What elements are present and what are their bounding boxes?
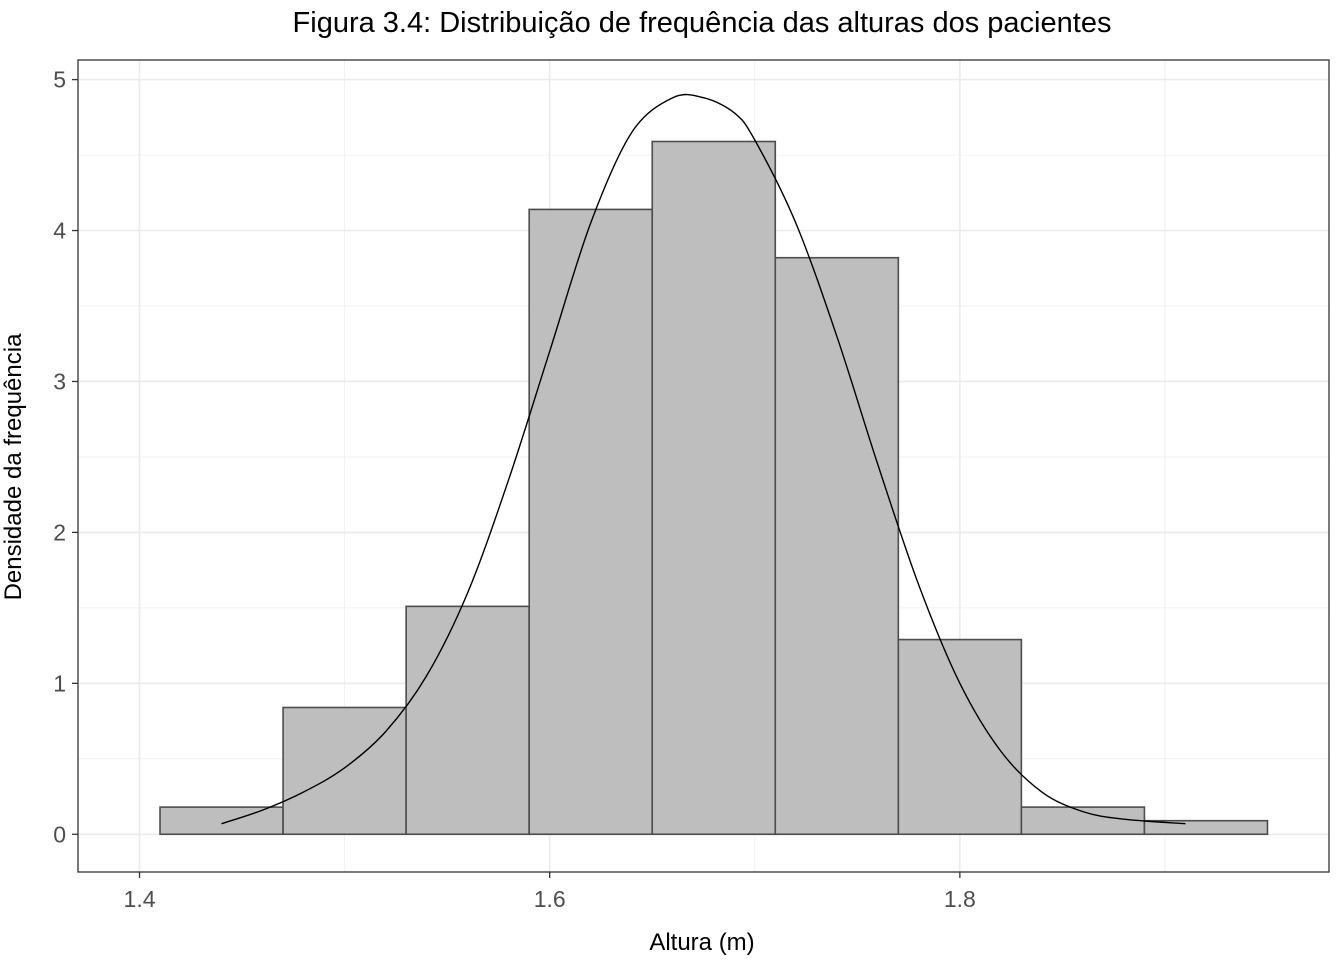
- x-axis-title: Altura (m): [649, 929, 754, 956]
- x-tick-label: 1.6: [534, 886, 566, 912]
- y-tick-label: 5: [53, 67, 66, 93]
- histogram-bar: [1143, 819, 1269, 836]
- chart-title: Figura 3.4: Distribuição de frequência d…: [293, 7, 1112, 39]
- y-tick-label: 4: [53, 218, 66, 244]
- density-curve-group: [221, 93, 1186, 825]
- x-tick-label: 1.8: [944, 886, 976, 912]
- histogram-bar: [897, 638, 1023, 836]
- histogram-bar: [159, 806, 284, 836]
- y-axis: 0 1 2 3 4 5: [53, 67, 78, 847]
- y-tick-label: 1: [53, 670, 66, 696]
- y-axis-title: Densidade da frequência: [0, 333, 27, 601]
- y-tick-label: 3: [53, 368, 66, 394]
- histogram-bar: [528, 208, 654, 836]
- x-tick-label: 1.4: [124, 886, 156, 912]
- panel-border: [77, 59, 1330, 873]
- histogram-bars: [159, 140, 1269, 836]
- histogram-bar: [651, 140, 777, 836]
- histogram-bar: [282, 706, 407, 836]
- x-axis: 1.4 1.6 1.8: [124, 872, 976, 912]
- y-tick-label: 2: [53, 519, 66, 545]
- histogram-bar: [405, 605, 530, 836]
- histogram-bar: [774, 256, 900, 836]
- density-curve: [221, 93, 1186, 825]
- y-tick-label: 0: [53, 821, 66, 847]
